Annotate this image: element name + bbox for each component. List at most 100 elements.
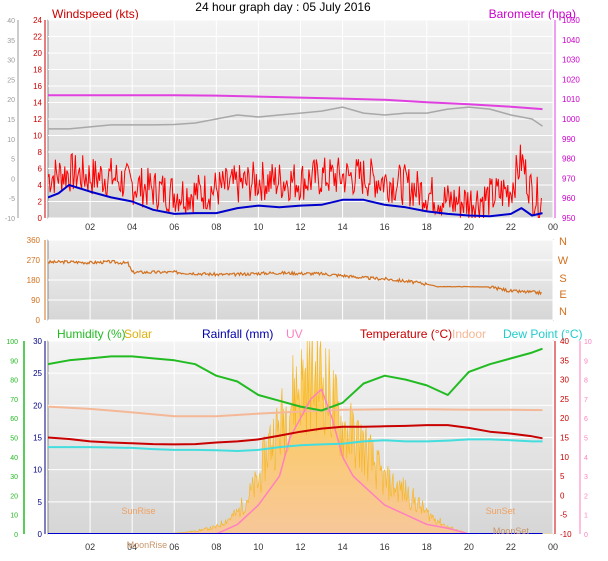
- outer-tick-label: 15: [7, 117, 15, 124]
- uv-tick-label: 10: [584, 339, 592, 346]
- humidity-tick-label: 40: [10, 455, 18, 462]
- uv-tick-label: 0: [584, 532, 588, 539]
- temperature-tick-label: 15: [560, 434, 569, 443]
- grey-trace-line: [48, 106, 543, 130]
- direction-tick-label: 0: [36, 316, 41, 325]
- baro-tick-label: 960: [562, 194, 576, 203]
- x-tick-label: 02: [85, 542, 95, 552]
- x-tick-label: 14: [338, 542, 348, 552]
- legend-rainfall: Rainfall (mm): [202, 327, 273, 341]
- outer-tick-label: 20: [7, 97, 15, 104]
- x-tick-label: 22: [506, 222, 516, 232]
- direction-tick-label: 180: [27, 276, 41, 285]
- compass-label: N: [559, 306, 567, 318]
- wind-tick-label: 20: [33, 49, 42, 58]
- x-tick-label: 06: [169, 542, 179, 552]
- x-tick-label: 00: [548, 222, 558, 232]
- temperature-tick-label: -10: [560, 530, 572, 539]
- event-annotation: SunSet: [486, 506, 516, 516]
- legend-temperature: Temperature (°C): [360, 327, 452, 341]
- wind-tick-label: 6: [38, 165, 43, 174]
- event-annotation: MoonSet: [493, 526, 530, 536]
- x-tick-label: 10: [253, 222, 263, 232]
- baro-tick-label: 980: [562, 155, 576, 164]
- x-tick-label: 08: [211, 542, 221, 552]
- direction-line: [48, 259, 542, 296]
- rain-tick-label: 25: [33, 369, 42, 378]
- wind-panel: Windspeed (kts) Barometer (hpa) 02468101…: [5, 7, 580, 232]
- outer-tick-label: 25: [7, 77, 15, 84]
- wind-avg-line: [48, 184, 543, 218]
- baro-tick-label: 1030: [562, 56, 580, 65]
- x-tick-label: 18: [422, 542, 432, 552]
- x-tick-label: 10: [253, 542, 263, 552]
- x-tick-label: 18: [422, 222, 432, 232]
- x-tick-label: 14: [338, 222, 348, 232]
- direction-tick-label: 90: [31, 296, 40, 305]
- baro-tick-label: 1050: [562, 16, 580, 25]
- humidity-tick-label: 80: [10, 378, 18, 385]
- humidity-tick-label: 100: [6, 339, 18, 346]
- temperature-tick-label: 0: [560, 491, 565, 500]
- outer-tick-label: 35: [7, 38, 15, 45]
- baro-tick-label: 990: [562, 135, 576, 144]
- rain-tick-label: 10: [33, 466, 42, 475]
- rain-tick-label: 5: [38, 498, 43, 507]
- x-tick-label: 12: [295, 222, 305, 232]
- legend-uv: UV: [286, 327, 303, 341]
- humidity-tick-label: 30: [10, 474, 18, 481]
- x-tick-label: 22: [506, 542, 516, 552]
- temperature-line: [48, 424, 543, 446]
- wind-tick-label: 16: [33, 82, 42, 91]
- x-tick-label: 16: [380, 542, 390, 552]
- chart-title: 24 hour graph day : 05 July 2016: [195, 0, 371, 14]
- humidity-tick-label: 50: [10, 436, 18, 443]
- humidity-tick-label: 90: [10, 358, 18, 365]
- compass-label: N: [559, 236, 567, 248]
- humidity-tick-label: 10: [10, 513, 18, 520]
- humidity-line: [48, 347, 543, 412]
- wind-tick-label: 14: [33, 99, 42, 108]
- x-tick-label: 16: [380, 222, 390, 232]
- legend-solar: Solar: [124, 327, 152, 341]
- outer-tick-label: -10: [5, 216, 15, 223]
- baro-tick-label: 1020: [562, 75, 580, 84]
- legend-dewpoint: Dew Point (°C): [503, 327, 582, 341]
- rain-tick-label: 0: [38, 530, 43, 539]
- baro-axis-label: Barometer (hpa): [489, 7, 576, 21]
- wind-tick-label: 0: [38, 214, 43, 223]
- x-tick-label: 04: [127, 542, 137, 552]
- legend-indoor: Indoor: [452, 327, 486, 341]
- outer-tick-label: 10: [7, 137, 15, 144]
- uv-tick-label: 1: [584, 513, 588, 520]
- humidity-tick-label: 70: [10, 397, 18, 404]
- outer-tick-label: 40: [7, 18, 15, 25]
- event-annotation: MoonRise: [127, 540, 168, 550]
- wind-tick-label: 18: [33, 66, 42, 75]
- outer-tick-label: 30: [7, 58, 15, 65]
- outer-tick-label: -5: [9, 196, 15, 203]
- uv-tick-label: 5: [584, 436, 588, 443]
- x-tick-label: 20: [464, 222, 474, 232]
- compass-label: W: [558, 255, 569, 267]
- uv-tick-label: 4: [584, 455, 588, 462]
- baro-tick-label: 950: [562, 214, 576, 223]
- baro-tick-label: 1000: [562, 115, 580, 124]
- temperature-legend: Humidity (%) Solar Rainfall (mm) UV Temp…: [57, 327, 582, 341]
- humidity-tick-label: 0: [14, 532, 18, 539]
- x-tick-label: 12: [295, 542, 305, 552]
- indoor-line: [48, 405, 543, 418]
- temperature-panel: Humidity (%) Solar Rainfall (mm) UV Temp…: [6, 327, 592, 552]
- humidity-tick-label: 60: [10, 416, 18, 423]
- x-tick-label: 20: [464, 542, 474, 552]
- compass-label: S: [559, 273, 566, 285]
- direction-tick-label: 270: [27, 256, 41, 265]
- legend-humidity: Humidity (%): [57, 327, 126, 341]
- rain-tick-label: 20: [33, 401, 42, 410]
- wind-tick-label: 24: [33, 16, 42, 25]
- barometer-line: [48, 94, 543, 111]
- direction-tick-label: 360: [27, 236, 41, 245]
- uv-tick-label: 3: [584, 474, 588, 481]
- rain-tick-label: 15: [33, 434, 42, 443]
